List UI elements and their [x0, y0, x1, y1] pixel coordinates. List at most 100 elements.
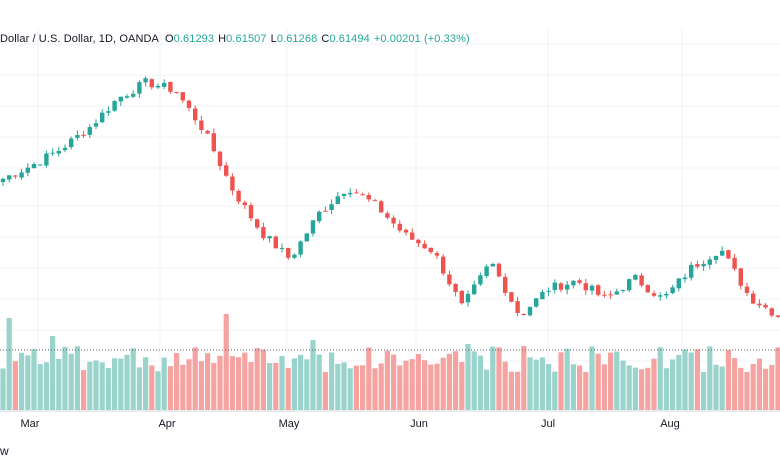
x-tick-label: Jun: [410, 418, 428, 430]
volume-bar: [366, 347, 372, 410]
high-label: H: [218, 33, 227, 45]
candle-body: [267, 236, 272, 239]
candle-body: [633, 274, 638, 280]
candle-body: [62, 147, 68, 151]
volume-bar: [707, 346, 713, 410]
candle-body: [441, 256, 446, 274]
volume-bar: [589, 346, 595, 410]
candle-body: [720, 250, 725, 256]
candle-body: [379, 201, 384, 213]
volume-bar: [56, 359, 62, 410]
volume-bar: [180, 364, 186, 410]
candle-body: [162, 82, 167, 87]
volume-bar: [583, 371, 589, 410]
volume-bars: [0, 314, 780, 410]
candle-body: [93, 123, 99, 127]
candle-body: [738, 268, 743, 286]
candle-body: [515, 301, 520, 313]
candle-body: [484, 266, 489, 277]
watermark-text: w: [0, 444, 9, 458]
candle-body: [174, 92, 179, 94]
volume-bar: [291, 358, 297, 410]
volume-bar: [322, 371, 328, 410]
candle-body: [168, 82, 173, 92]
candle-body: [509, 292, 514, 302]
candle-body: [695, 264, 700, 267]
volume-bar: [756, 358, 762, 410]
volume-bar: [43, 362, 49, 410]
candle-body: [453, 283, 458, 292]
volume-bar: [465, 344, 471, 410]
candle-body: [620, 290, 626, 292]
candle-body: [292, 254, 297, 258]
candle-body: [38, 164, 43, 166]
candle-body: [763, 304, 768, 308]
volume-bar: [453, 351, 459, 410]
volume-bar: [93, 360, 99, 410]
candle-body: [87, 127, 92, 135]
candle-body: [403, 229, 409, 233]
volume-bar: [174, 353, 180, 410]
candle-body: [391, 217, 396, 224]
volume-bar: [217, 355, 223, 410]
volume-bar: [304, 359, 310, 410]
candle-body: [726, 250, 731, 259]
candle-body: [571, 280, 576, 286]
candle-body: [651, 293, 657, 296]
candle-body: [224, 165, 229, 176]
volume-bar: [223, 314, 229, 410]
candle-body: [701, 263, 706, 267]
volume-bar: [769, 364, 775, 410]
candle-body: [131, 93, 136, 97]
candle-body: [565, 284, 570, 290]
volume-bar: [81, 370, 87, 410]
volume-bar: [124, 354, 130, 410]
candle-body: [248, 205, 254, 219]
candle-body: [596, 285, 601, 295]
volume-bar: [31, 349, 37, 410]
volume-bar: [403, 360, 409, 410]
candle-body: [472, 284, 477, 295]
candle-body: [242, 202, 247, 206]
volume-bar: [415, 353, 421, 410]
x-tick-label: May: [279, 418, 300, 430]
volume-bar: [552, 371, 558, 410]
candle-body: [422, 243, 427, 249]
volume-bar: [409, 359, 415, 410]
volume-bar: [254, 348, 260, 410]
candle-body: [676, 278, 681, 289]
candle-body: [645, 285, 650, 293]
volume-bar: [744, 371, 750, 410]
volume-bar: [372, 368, 378, 410]
volume-bar: [68, 353, 74, 410]
volume-bar: [496, 347, 502, 410]
volume-bar: [391, 354, 397, 410]
volume-bar: [701, 371, 707, 410]
candle-body: [230, 176, 235, 191]
volume-bar: [198, 361, 204, 410]
candle-body: [360, 194, 365, 196]
candle-body: [540, 292, 545, 300]
candle-body: [13, 175, 18, 177]
candle-body: [689, 264, 694, 278]
candle-body: [186, 100, 192, 108]
candle-body: [329, 204, 334, 211]
change-value: +0.00201 (+0.33%): [373, 33, 470, 45]
volume-bar: [19, 352, 25, 410]
candle-body: [713, 255, 719, 260]
volume-bar: [428, 364, 434, 410]
candle-body: [199, 120, 204, 131]
high-value: 0.61507: [226, 33, 267, 45]
volume-bar: [626, 365, 632, 410]
volume-bar: [484, 369, 490, 410]
candle-body: [447, 274, 452, 285]
volume-bar: [167, 366, 173, 410]
volume-bar: [347, 368, 353, 410]
volume-bar: [614, 351, 620, 410]
candle-body: [50, 152, 55, 154]
symbol-label[interactable]: Dollar / U.S. Dollar, 1D, OANDA: [0, 33, 159, 45]
volume-bar: [694, 349, 700, 410]
candle-body: [304, 233, 309, 242]
